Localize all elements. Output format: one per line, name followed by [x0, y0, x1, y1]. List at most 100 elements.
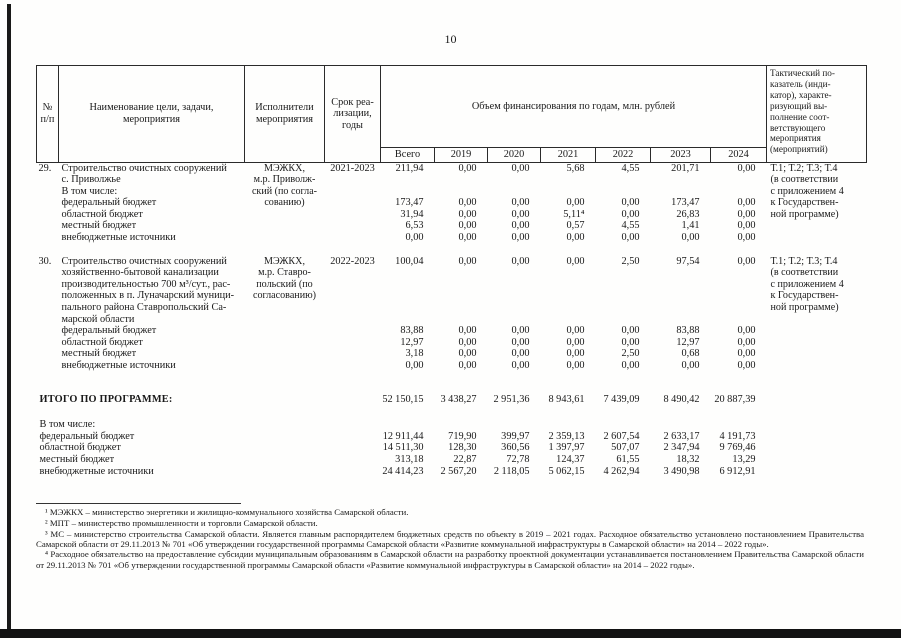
- value-cell: 0,00: [458, 360, 477, 371]
- value-cell: [435, 290, 488, 302]
- value-cell: [596, 174, 651, 186]
- totals-subrow-value: 72,78: [506, 453, 530, 465]
- spacer-row-cell: [37, 372, 867, 394]
- value-cell: [596, 186, 651, 198]
- value-cell: 0,00: [737, 336, 756, 348]
- value-cell: [711, 174, 767, 186]
- value-cell: [541, 186, 596, 198]
- footnotes: ¹ МЭЖКХ – министерство энергетики и жили…: [36, 503, 864, 570]
- value-cell: 0,00: [511, 360, 530, 371]
- item-executor-line: согласованию): [252, 290, 317, 302]
- item-number: 29.: [38, 162, 52, 174]
- item-indicator-line: с приложением 4: [770, 185, 844, 197]
- item-number: [37, 325, 59, 337]
- value-cell: [541, 314, 596, 326]
- value-cell: 0,00: [405, 360, 424, 371]
- value-cell: 3,18: [405, 348, 424, 360]
- item-indicator-line: (в соответствии: [770, 174, 839, 186]
- item-term: [325, 220, 381, 232]
- totals-subrow-value: 18,32: [676, 453, 700, 465]
- value-cell: [651, 267, 711, 279]
- totals-subrow-value: 124,37: [556, 453, 585, 465]
- value-cell: 2,50: [621, 348, 640, 360]
- item-number: [37, 314, 59, 326]
- item-term: [325, 325, 381, 337]
- value-cell: 97,54: [676, 255, 700, 267]
- value-cell: [381, 279, 435, 291]
- value-cell: 31,94: [400, 208, 424, 220]
- value-cell: 1,41: [681, 220, 700, 232]
- item-number: [37, 186, 59, 198]
- item-term: [325, 267, 381, 279]
- table-row: В том числе:: [37, 419, 867, 431]
- totals-value: 8 943,61: [548, 393, 585, 405]
- value-cell: [488, 302, 541, 314]
- item-name-line: марской области: [61, 313, 135, 325]
- col-header-indicator: Тактический по- казатель (инди- катор), …: [766, 65, 867, 163]
- totals-value: 20 887,39: [714, 393, 756, 405]
- item-name-line: Строительство очистных сооружений: [61, 162, 227, 174]
- empty-cell: [767, 454, 867, 466]
- item-number: [37, 267, 59, 279]
- item-term: [325, 302, 381, 314]
- totals-subrow-label: внебюджетные источники: [39, 465, 154, 477]
- value-cell: 0,00: [737, 162, 756, 174]
- item-term: [325, 337, 381, 349]
- value-cell: 0,00: [737, 360, 756, 371]
- item-term: [325, 197, 381, 209]
- value-cell: [711, 267, 767, 279]
- table-row: внебюджетные источники 24 414,23 2 567,20 2…: [37, 466, 867, 478]
- item-indicator-line: [767, 348, 867, 360]
- value-cell: [651, 279, 711, 291]
- value-cell: 0,00: [511, 325, 530, 337]
- value-cell: 0,57: [566, 220, 585, 232]
- value-cell: 0,00: [621, 360, 640, 371]
- item-executor-line: [245, 348, 325, 360]
- table-row: внебюджетные источники 0,00 0,00 0,00 0,00 0,…: [37, 232, 867, 244]
- value-cell: [541, 302, 596, 314]
- value-cell: 5,68: [566, 162, 585, 174]
- item-term: [325, 279, 381, 291]
- footnote: ¹ МЭЖКХ – министерство энергетики и жили…: [45, 507, 409, 518]
- value-cell: [651, 290, 711, 302]
- col-header-year-2022: 2022: [595, 147, 651, 163]
- item-number: [37, 197, 59, 209]
- item-term: [325, 314, 381, 326]
- value-cell: 0,00: [681, 360, 700, 371]
- totals-subrow-value: 128,30: [448, 442, 477, 454]
- table-row: местный бюджет 313,18 22,87 72,78 124,37 61,5…: [37, 454, 867, 466]
- value-cell: 0,00: [737, 348, 756, 360]
- table-row: федеральный бюджет 83,88 0,00 0,00 0,00 0,00 8…: [37, 325, 867, 337]
- item-term: [325, 174, 381, 186]
- value-cell: 0,00: [511, 336, 530, 348]
- col-header-year-2024: 2024: [710, 147, 767, 163]
- empty-cell: [711, 419, 767, 431]
- item-indicator-line: (в соответствии: [770, 267, 839, 279]
- totals-value: 52 150,15: [382, 393, 424, 405]
- program-financing-table: № п/п Наименование цели, задачи, меропри…: [36, 65, 867, 477]
- table-header: № п/п Наименование цели, задачи, меропри…: [36, 65, 867, 163]
- value-cell: 6,53: [405, 220, 424, 232]
- value-cell: [711, 290, 767, 302]
- totals-subrow-value: 24 414,23: [382, 465, 424, 477]
- col-header-year-2023: 2023: [650, 147, 711, 163]
- value-cell: 0,00: [458, 162, 477, 174]
- item-number: [37, 209, 59, 221]
- table-row: местный бюджет 3,18 0,00 0,00 0,00 2,50 0,68 0,…: [37, 348, 867, 360]
- value-cell: 0,00: [511, 162, 530, 174]
- table-row: федеральный бюджет 12 911,44 719,90 399,97 2…: [37, 431, 867, 443]
- value-cell: 0,00: [511, 220, 530, 232]
- item-name-line: положенных в п. Луначарский муници-: [61, 290, 235, 302]
- value-cell: 0,00: [621, 208, 640, 220]
- subrow-label: местный бюджет: [61, 220, 137, 232]
- col-header-num: № п/п: [36, 65, 59, 163]
- table-row: 30. Строительство очистных сооружений МЭЖК…: [37, 256, 867, 268]
- table-row: положенных в п. Луначарский муници-согла…: [37, 290, 867, 302]
- value-cell: [488, 279, 541, 291]
- empty-cell: [767, 466, 867, 478]
- subrow-label: областной бюджет: [61, 208, 143, 220]
- value-cell: 0,00: [566, 360, 585, 371]
- value-cell: [711, 186, 767, 198]
- item-number: [37, 360, 59, 372]
- col-header-executor: Исполнители мероприятия: [244, 65, 325, 163]
